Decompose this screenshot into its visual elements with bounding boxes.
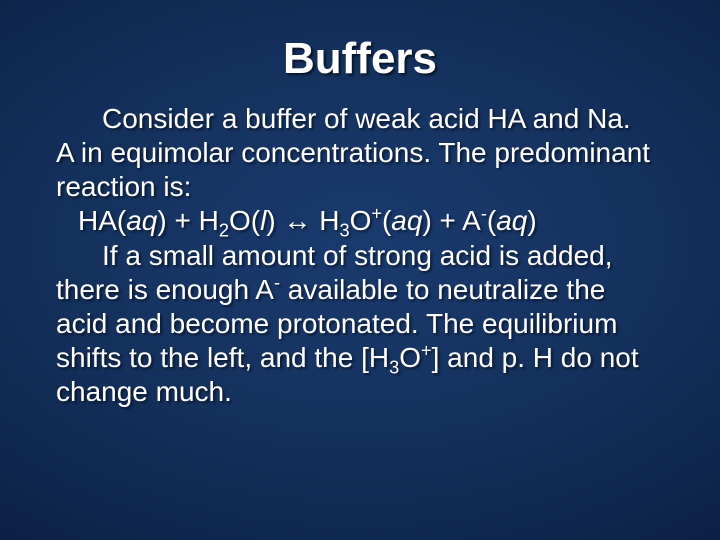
equation: HA(aq) + H2O(l) ↔ H3O+(aq) + A-(aq): [78, 205, 537, 236]
intro-paragraph: Consider a buffer of weak acid HA and Na…: [56, 103, 650, 202]
slide-title: Buffers: [0, 34, 720, 84]
explanation-paragraph: If a small amount of strong acid is adde…: [56, 240, 639, 408]
slide-body: Consider a buffer of weak acid HA and Na…: [0, 102, 720, 409]
slide-container: Buffers Consider a buffer of weak acid H…: [0, 0, 720, 540]
